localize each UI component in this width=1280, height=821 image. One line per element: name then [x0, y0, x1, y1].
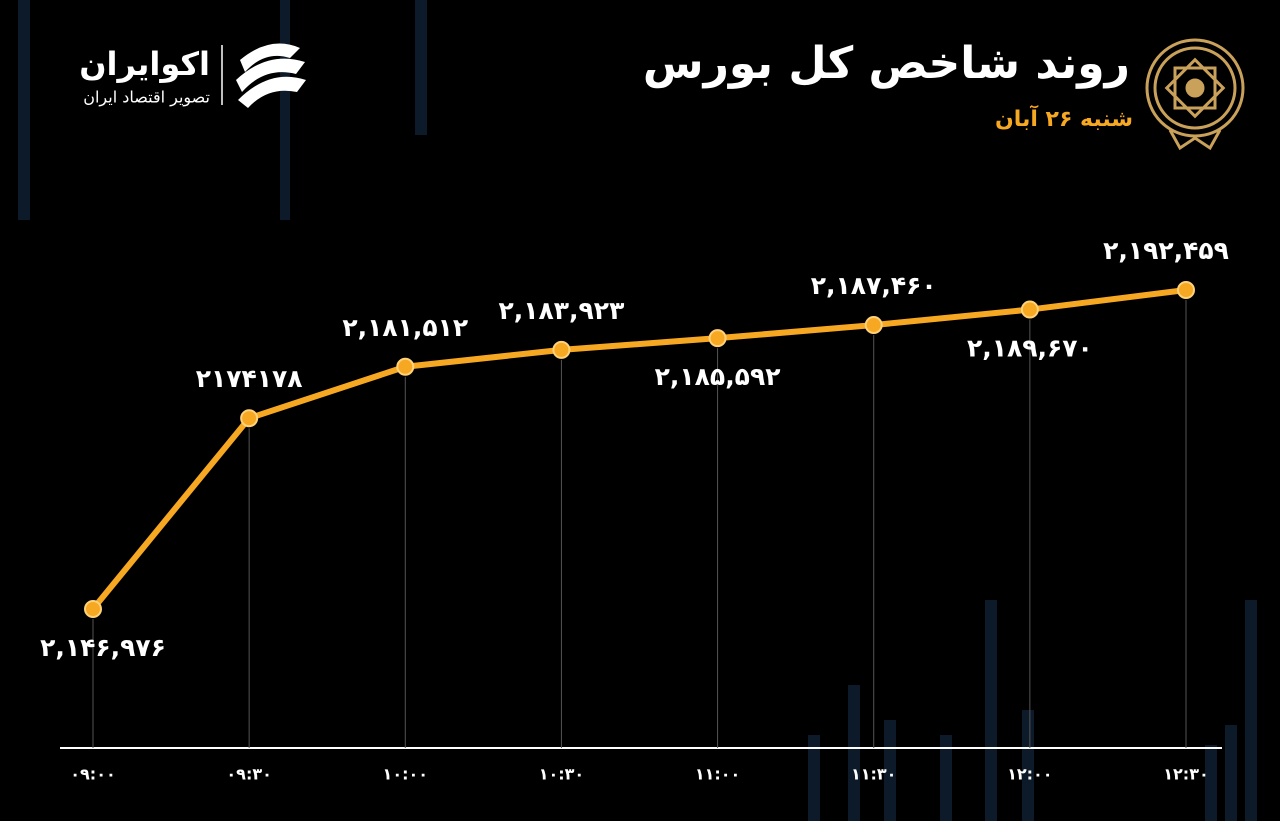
x-tick-label: ۰۹:۳۰ [226, 765, 271, 784]
value-label: ۲۱۷۴۱۷۸ [196, 364, 303, 393]
decor-bars [18, 0, 1257, 821]
point [84, 600, 102, 618]
x-tick-label: ۱۲:۰۰ [1007, 765, 1052, 784]
value-label: ۲,۱۸۷,۴۶۰ [811, 271, 937, 300]
point [708, 329, 727, 348]
brand-name: اکوایران [79, 45, 210, 83]
point [552, 340, 571, 359]
emblem [1145, 38, 1245, 151]
point [396, 357, 415, 376]
value-label: ۲,۱۴۶,۹۷۶ [40, 633, 166, 662]
x-tick-label: ۱۱:۳۰ [851, 765, 896, 784]
chart-title: روند شاخص کل بورس [643, 38, 1130, 89]
value-label: ۲,۱۸۵,۵۹۲ [655, 362, 781, 391]
x-tick-label: ۱۲:۳۰ [1163, 765, 1208, 784]
series-line [90, 287, 1187, 611]
value-label: ۲,۱۸۳,۹۲۳ [499, 296, 625, 325]
value-label: ۲,۱۹۲,۴۵۹ [1103, 236, 1229, 265]
brand-tagline: تصویر اقتصاد ایران [83, 88, 210, 108]
point [1177, 281, 1195, 299]
x-tick-label: ۱۱:۰۰ [695, 765, 740, 784]
chart-subtitle: شنبه ۲۶ آبان [995, 104, 1133, 132]
value-label: ۲,۱۸۱,۵۱۲ [342, 313, 468, 342]
point [864, 316, 883, 335]
x-tick-label: ۱۰:۰۰ [383, 765, 428, 784]
x-tick-label: ۰۹:۰۰ [70, 765, 115, 784]
x-tick-label: ۱۰:۳۰ [539, 765, 584, 784]
point [240, 409, 259, 428]
point [1020, 300, 1039, 319]
brand-logo [236, 43, 306, 108]
value-label: ۲,۱۸۹,۶۷۰ [967, 334, 1093, 363]
